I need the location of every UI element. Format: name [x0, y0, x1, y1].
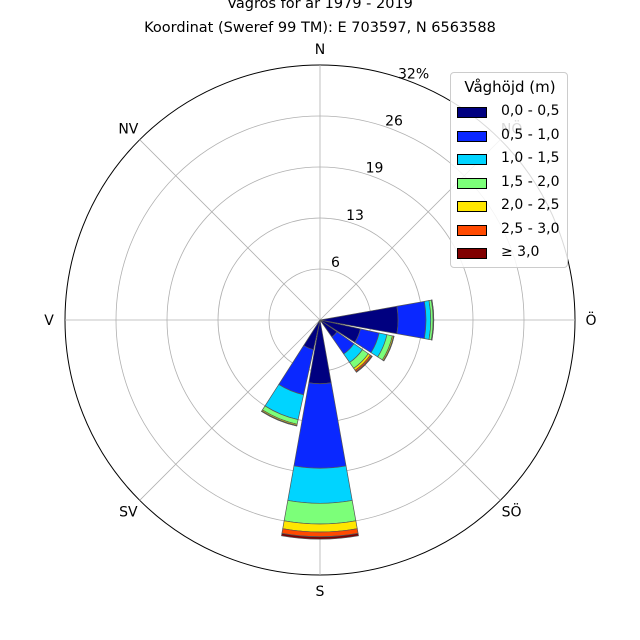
legend-swatch [457, 154, 487, 165]
legend-entry: ≥ 3,0 [457, 244, 567, 264]
legend-title: Våghöjd (m) [464, 78, 556, 96]
direction-label: SÖ [502, 503, 522, 521]
legend-label: 0,0 - 0,5 [501, 103, 560, 119]
bar-segment-ÖSÖ-7 [383, 335, 395, 362]
direction-label: V [44, 313, 54, 329]
direction-label: N [315, 42, 325, 58]
spoke-line [139, 139, 321, 321]
spoke-line [139, 319, 321, 501]
legend-swatch [457, 130, 487, 142]
legend-swatch [457, 201, 487, 212]
radial-tick-label: 26 [385, 114, 403, 130]
chart-subtitle: Koordinat (Sweref 99 TM): E 703597, N 65… [144, 20, 496, 36]
direction-label: NV [118, 121, 138, 137]
legend-entry: 1,0 - 1,5 [457, 150, 567, 170]
legend-label: 2,0 - 2,5 [501, 197, 560, 213]
bar-segment-S-3 [287, 465, 353, 504]
bar-segment-S-4 [283, 500, 357, 525]
legend: Våghöjd (m) 0,0 - 0,5 0,5 - 1,0 1,0 - 1,5 1… [450, 72, 568, 268]
radial-tick-label: 6 [331, 255, 340, 271]
radial-tick-label: 13 [346, 208, 364, 224]
radial-tick-label: 32% [398, 66, 429, 82]
legend-label: 1,0 - 1,5 [501, 150, 560, 166]
chart-title: Vågros för år 1979 - 2019 [227, 0, 413, 12]
legend-label: 2,5 - 3,0 [501, 220, 560, 237]
legend-entry: 1,5 - 2,0 [457, 173, 567, 194]
direction-label: S [316, 584, 325, 600]
bar-segment-S-7 [281, 532, 359, 540]
bar-segment-SSV-7 [261, 410, 298, 427]
legend-entry: 2,5 - 3,0 [457, 220, 567, 241]
legend-label: 1,5 - 2,0 [501, 173, 560, 190]
legend-label: ≥ 3,0 [501, 244, 540, 260]
legend-entry: 2,0 - 2,5 [457, 197, 567, 217]
bar-segment-Ö-2 [396, 300, 427, 340]
legend-swatch [457, 107, 487, 118]
bar-segment-Ö-7 [431, 299, 435, 341]
radial-tick-label: 19 [366, 161, 384, 177]
bar-segment-SÖ-7 [355, 355, 373, 373]
legend-swatch [457, 248, 487, 259]
legend-swatch [457, 224, 487, 236]
legend-entry: 0,0 - 0,5 [457, 103, 567, 123]
rose-bars [261, 299, 435, 540]
legend-entry: 0,5 - 1,0 [457, 126, 567, 147]
legend-swatch [457, 177, 487, 189]
direction-label: Ö [585, 311, 596, 329]
legend-label: 0,5 - 1,0 [501, 126, 560, 143]
direction-label: SV [119, 505, 138, 521]
